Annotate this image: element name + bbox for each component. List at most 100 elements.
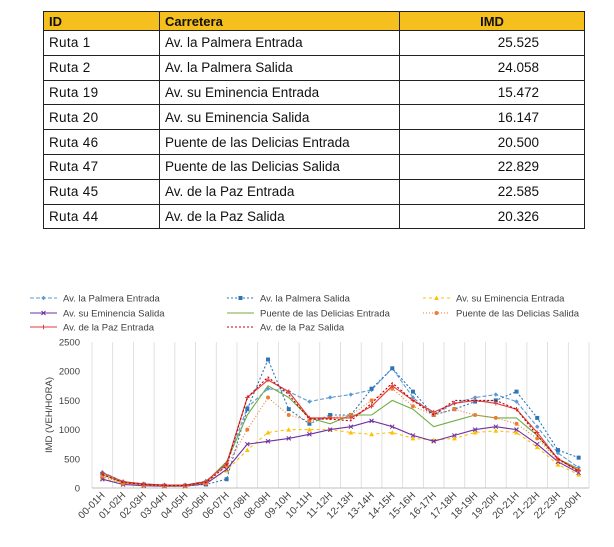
data-point xyxy=(307,399,312,404)
cell-carretera: Av. la Palmera Entrada xyxy=(159,30,400,56)
data-point xyxy=(493,428,499,433)
cell-id: Ruta 20 xyxy=(43,104,160,131)
cell-carretera: Av. la Palmera Salida xyxy=(159,54,400,81)
cell-id: Ruta 47 xyxy=(43,153,160,180)
data-point xyxy=(576,455,581,460)
data-point xyxy=(555,462,561,467)
data-point xyxy=(390,383,395,388)
data-point xyxy=(369,398,374,403)
header-imd: IMD xyxy=(399,11,585,31)
data-point xyxy=(307,431,312,437)
header-id: ID xyxy=(43,11,160,31)
data-point xyxy=(493,392,499,397)
data-point xyxy=(286,427,292,432)
data-point xyxy=(41,324,46,330)
table-row: Ruta 44 Av. de la Paz Salida 20.326 xyxy=(43,203,585,230)
data-point xyxy=(472,427,478,432)
data-point xyxy=(265,438,271,444)
table-row: Ruta 1 Av. la Palmera Entrada 25.525 xyxy=(43,30,585,56)
legend-label: Av. de la Paz Salida xyxy=(260,323,345,334)
data-point xyxy=(245,427,250,432)
y-tick-label: 1500 xyxy=(59,396,80,407)
data-point xyxy=(238,296,243,300)
data-point xyxy=(327,427,333,432)
y-tick-label: 500 xyxy=(64,454,80,465)
data-point xyxy=(389,430,395,435)
imd-table: ID Carretera IMD Ruta 1 Av. la Palmera E… xyxy=(43,11,585,230)
data-point xyxy=(327,395,333,400)
data-point xyxy=(307,418,312,423)
data-point xyxy=(245,407,250,412)
data-point xyxy=(472,430,478,435)
cell-imd: 16.147 xyxy=(399,104,585,131)
series-line xyxy=(102,376,579,486)
legend-label: Av. la Palmera Salida xyxy=(260,294,351,305)
data-point xyxy=(224,466,229,472)
data-point xyxy=(286,413,291,417)
data-point xyxy=(514,430,519,435)
data-point xyxy=(555,456,561,461)
cell-carretera: Av. su Eminencia Salida xyxy=(159,104,400,131)
data-point xyxy=(493,401,499,406)
data-point xyxy=(555,448,560,453)
data-point xyxy=(389,424,395,430)
data-point xyxy=(41,295,46,301)
y-tick-label: 2500 xyxy=(59,338,80,349)
cell-id: Ruta 45 xyxy=(43,178,160,205)
data-point xyxy=(410,404,415,409)
data-point xyxy=(535,424,540,429)
header-carretera: Carretera xyxy=(159,11,400,31)
data-point xyxy=(266,357,271,362)
data-point xyxy=(452,407,457,412)
cell-carretera: Puente de las Delicias Entrada xyxy=(159,129,400,155)
data-point xyxy=(369,418,374,424)
data-point xyxy=(576,468,581,473)
table-row: Ruta 19 Av. su Eminencia Entrada 15.472 xyxy=(43,79,585,106)
series-line xyxy=(102,388,579,487)
data-point xyxy=(369,404,374,409)
data-point xyxy=(348,430,354,435)
table-row: Ruta 20 Av. su Eminencia Salida 16.147 xyxy=(43,104,585,131)
table-header-row: ID Carretera IMD xyxy=(43,11,585,31)
data-point xyxy=(493,415,498,420)
data-point xyxy=(410,435,416,441)
cell-id: Ruta 1 xyxy=(43,30,160,56)
data-point xyxy=(265,386,271,391)
cell-id: Ruta 2 xyxy=(43,54,160,81)
cell-carretera: Av. de la Paz Entrada xyxy=(159,178,400,205)
data-point xyxy=(535,415,540,420)
data-point xyxy=(307,421,312,426)
data-point xyxy=(452,433,457,438)
data-point xyxy=(535,436,540,441)
cell-carretera: Av. de la Paz Salida xyxy=(159,203,400,230)
data-point xyxy=(348,413,353,417)
cell-carretera: Puente de las Delicias Salida xyxy=(159,153,400,180)
data-point xyxy=(390,366,395,371)
legend-label: Av. de la Paz Entrada xyxy=(63,323,155,334)
data-point xyxy=(224,468,230,473)
cell-imd: 22.829 xyxy=(399,153,585,180)
data-point xyxy=(451,435,457,441)
data-point xyxy=(390,386,395,391)
cell-imd: 22.585 xyxy=(399,178,585,205)
data-point xyxy=(576,472,582,477)
data-point xyxy=(576,465,581,470)
data-point xyxy=(265,377,271,383)
data-point xyxy=(514,389,519,394)
data-point xyxy=(431,438,437,444)
data-point xyxy=(493,424,499,430)
data-point xyxy=(348,424,354,430)
cell-imd: 24.058 xyxy=(399,54,585,81)
data-point xyxy=(266,395,271,400)
cell-carretera: Av. su Eminencia Entrada xyxy=(159,79,400,106)
table-row: Ruta 2 Av. la Palmera Salida 24.058 xyxy=(43,54,585,81)
cell-id: Ruta 46 xyxy=(43,129,160,155)
cell-imd: 20.500 xyxy=(399,129,585,155)
data-point xyxy=(410,389,415,394)
data-point xyxy=(514,421,519,426)
data-point xyxy=(244,441,250,447)
legend-label: Av. la Palmera Entrada xyxy=(63,294,161,305)
legend-label: Av. su Eminencia Salida xyxy=(63,309,165,320)
cell-imd: 15.472 xyxy=(399,79,585,106)
